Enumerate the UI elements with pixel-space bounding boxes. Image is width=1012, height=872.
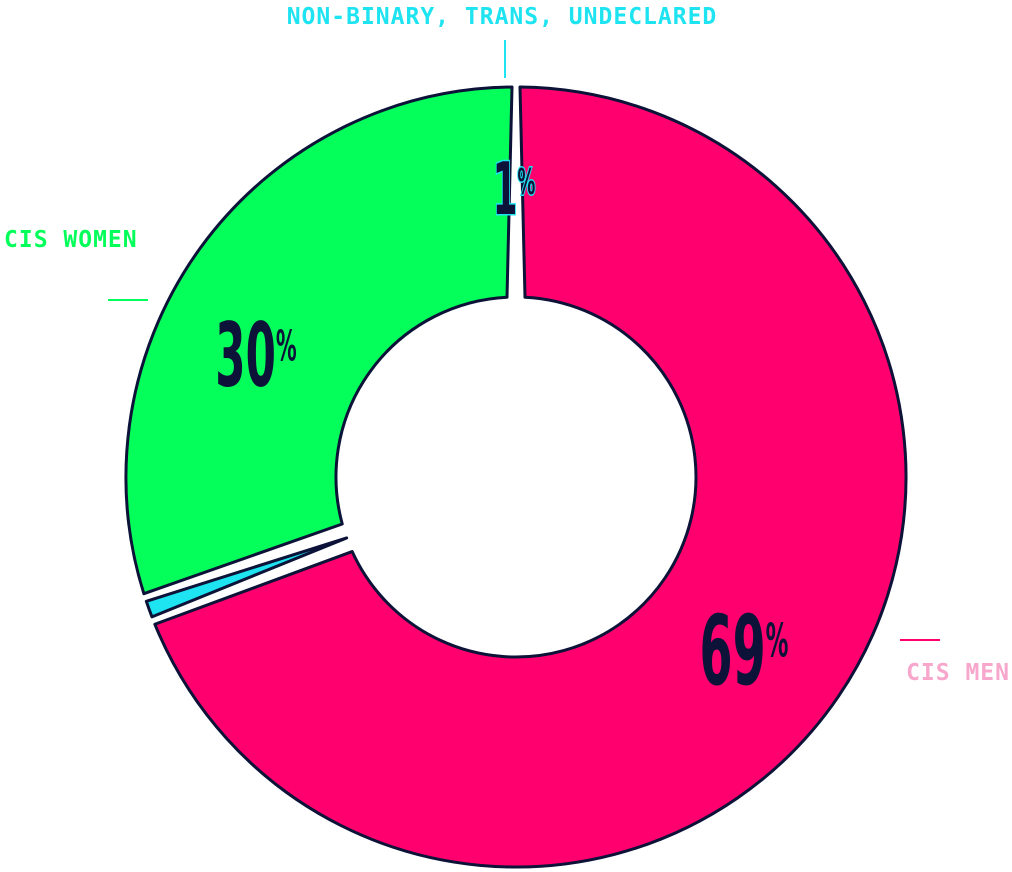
- value-number: 1: [493, 147, 518, 231]
- slice-non-binary-trans-undeclared: [144, 536, 349, 619]
- percent-sign: %: [766, 614, 789, 667]
- slice-cis-men: [153, 85, 908, 869]
- value-label-cis-women: 30%: [215, 304, 296, 407]
- slice-cis-women: [124, 85, 514, 596]
- value-label-cis-men: 69%: [700, 596, 789, 708]
- category-label-cis-men: CIS MEN: [906, 660, 1010, 686]
- value-number: 30: [215, 304, 276, 407]
- percent-sign: %: [276, 322, 297, 370]
- value-label-non-binary-trans-undeclared: 1%: [493, 147, 536, 231]
- percent-sign: %: [517, 161, 535, 203]
- category-label-non-binary-trans-undeclared: NON-BINARY, TRANS, UNDECLARED: [287, 4, 718, 30]
- category-label-cis-women: CIS WOMEN: [4, 227, 138, 253]
- donut-slices: [124, 85, 908, 869]
- value-number: 69: [700, 596, 766, 708]
